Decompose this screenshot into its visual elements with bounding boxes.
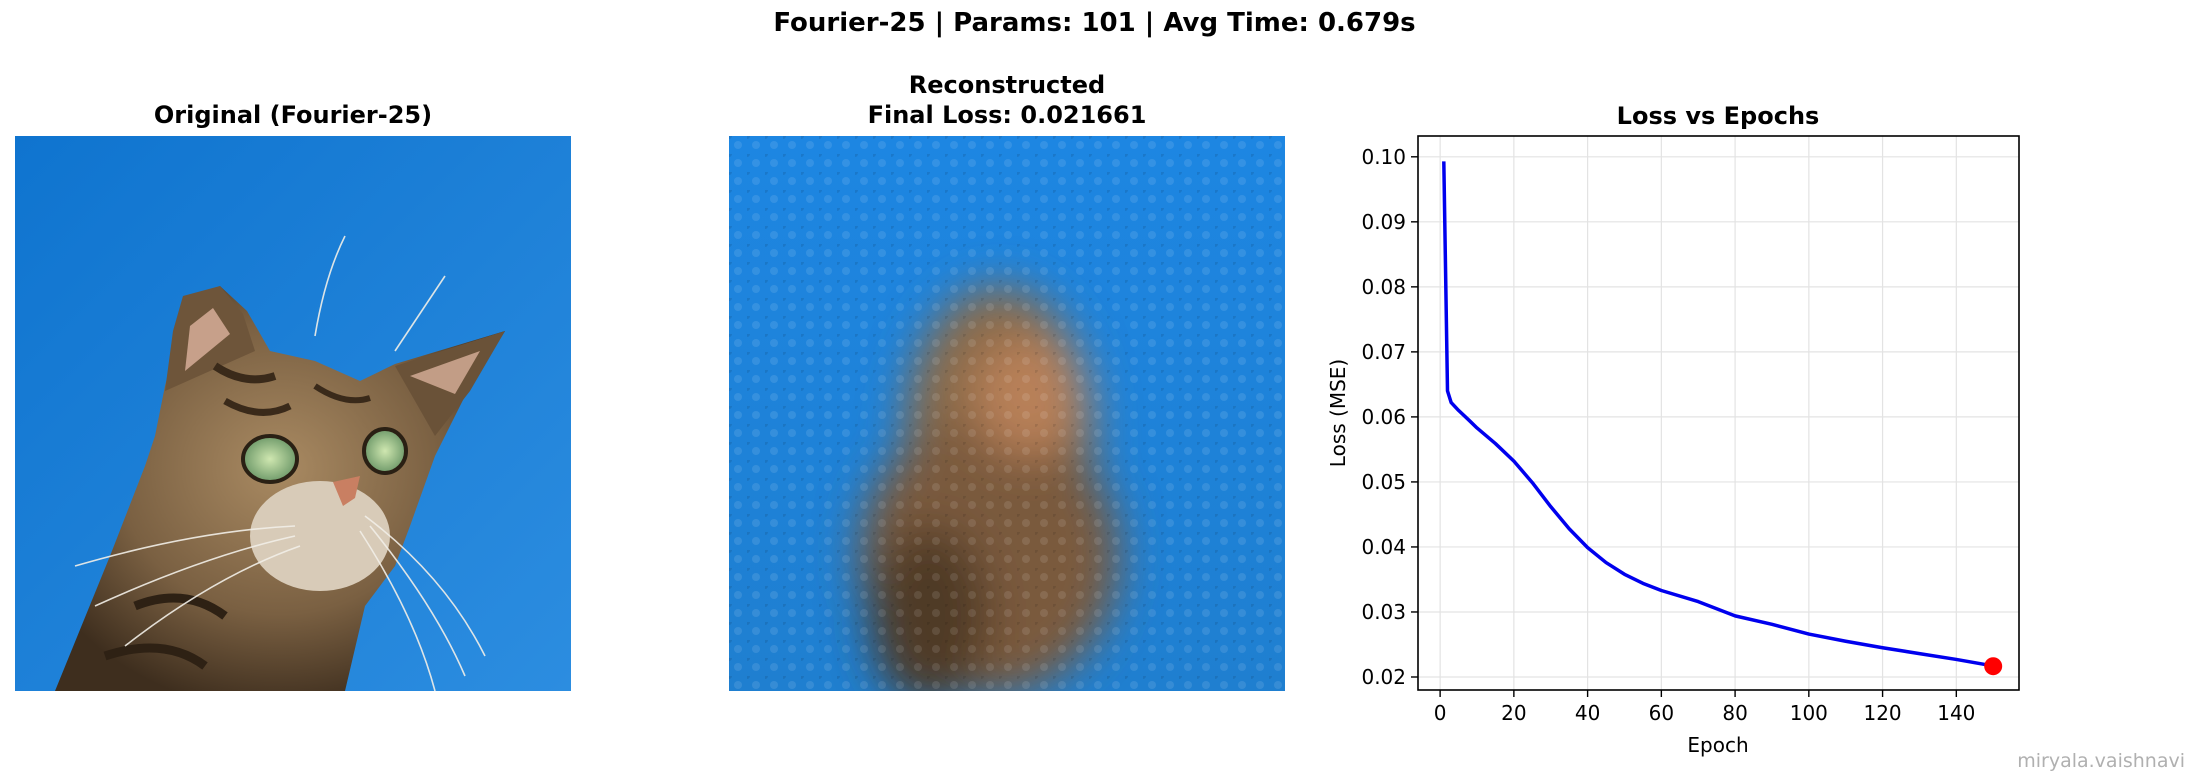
plot-frame	[1417, 135, 2020, 691]
x-tick-label: 120	[1863, 701, 1901, 725]
y-tick-label: 0.07	[1361, 340, 1406, 364]
x-tick-label: 100	[1790, 701, 1828, 725]
y-tick-label: 0.04	[1361, 535, 1406, 559]
x-tick-label: 20	[1501, 701, 1526, 725]
x-tick-label: 0	[1434, 701, 1447, 725]
x-tick-label: 140	[1937, 701, 1975, 725]
y-tick-label: 0.10	[1361, 145, 1406, 169]
watermark-text: miryala.vaishnavi	[2017, 750, 2185, 772]
chart-axes: 0 20 40 60 80 100 120 140 0.02 0.03 0.04 0.05 0.06 0.…	[1361, 135, 2020, 725]
y-tick-label: 0.05	[1361, 470, 1406, 494]
reconstructed-final-loss: Final Loss: 0.021661	[867, 101, 1147, 129]
y-tick-label: 0.06	[1361, 405, 1406, 429]
reconstructed-image	[729, 136, 1285, 691]
original-panel-title: Original (Fourier-25)	[153, 101, 433, 129]
figure-suptitle: Fourier-25 | Params: 101 | Avg Time: 0.6…	[773, 8, 1416, 38]
x-tick-label: 80	[1722, 701, 1747, 725]
y-tick-label: 0.03	[1361, 600, 1406, 624]
x-tick-label: 40	[1575, 701, 1600, 725]
y-axis-label: Loss (MSE)	[1326, 359, 1350, 467]
final-loss-point	[1984, 657, 2003, 676]
y-tick-label: 0.02	[1361, 665, 1406, 689]
chart-title: Loss vs Epochs	[1617, 102, 1820, 130]
original-cat-image	[15, 136, 571, 691]
x-tick-label: 60	[1649, 701, 1674, 725]
y-tick-label: 0.08	[1361, 275, 1406, 299]
chart-grid	[1418, 136, 2019, 690]
reconstructed-title-line1: Reconstructed	[908, 71, 1106, 99]
reconstructed-panel-title: Reconstructed Final Loss: 0.021661	[729, 70, 1285, 130]
chart-data-layer	[1442, 161, 2003, 676]
x-axis-label: Epoch	[1687, 733, 1748, 757]
loss-line-series-0	[1442, 161, 1994, 668]
y-tick-label: 0.09	[1361, 210, 1406, 234]
